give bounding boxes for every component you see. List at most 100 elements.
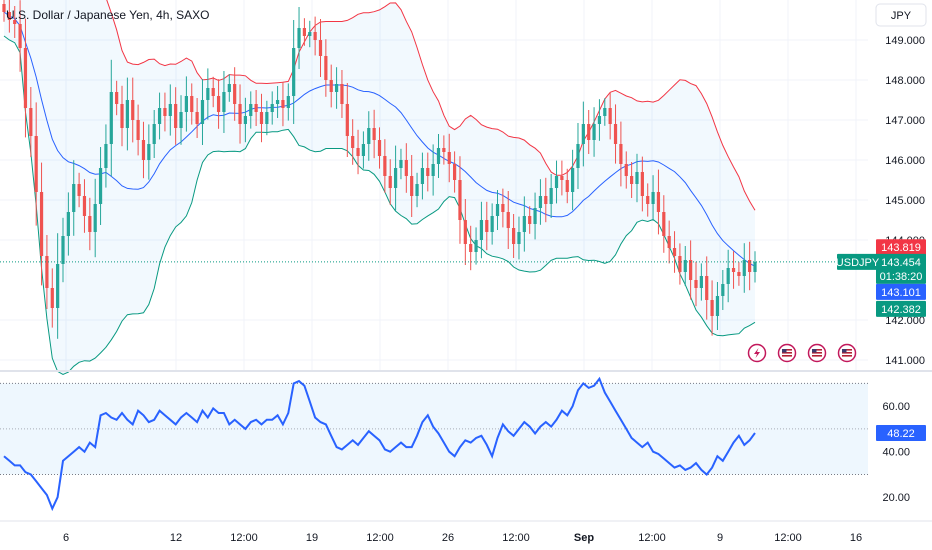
candle-body <box>23 48 28 108</box>
candle-body <box>109 92 113 144</box>
candle-body <box>554 176 559 188</box>
candle-body <box>125 100 129 128</box>
candle <box>93 178 97 258</box>
candle <box>227 74 231 102</box>
candle <box>115 80 119 116</box>
price-axis[interactable]: 149.000148.000147.000146.000145.000144.0… <box>885 35 925 367</box>
candle-body <box>34 136 38 192</box>
candle-body <box>179 112 183 128</box>
rsi-tick-label: 20.00 <box>882 492 910 504</box>
candle <box>490 203 494 245</box>
candle-body <box>7 12 11 20</box>
price-tick-label: 142.000 <box>885 315 925 327</box>
candle-body <box>635 172 639 184</box>
time-tick-label: 12:00 <box>774 532 802 544</box>
candle-body <box>72 184 76 212</box>
candle <box>753 251 757 283</box>
candle-body <box>324 56 328 80</box>
candle-body <box>624 164 628 176</box>
candle <box>345 83 349 157</box>
candle-body <box>452 164 457 180</box>
candle-body <box>571 168 575 192</box>
us-flag-icon[interactable] <box>807 343 827 363</box>
event-icons[interactable] <box>747 343 857 363</box>
candle <box>238 84 242 144</box>
us-flag-icon[interactable] <box>777 343 797 363</box>
candle-body <box>479 220 484 240</box>
candle-body <box>184 96 188 112</box>
candle <box>179 95 183 145</box>
candle-body <box>678 256 682 272</box>
candle-body <box>533 208 537 224</box>
candle-body <box>608 108 612 124</box>
candle <box>662 195 666 253</box>
last-price-text: 143.454 <box>881 257 921 269</box>
candle-body <box>29 108 33 136</box>
candle-body <box>141 140 146 160</box>
candle <box>259 93 264 143</box>
candle <box>275 86 280 118</box>
candle <box>72 160 76 236</box>
candle-body <box>351 136 355 148</box>
candle <box>383 139 387 193</box>
candle-body <box>2 4 6 12</box>
candle-body <box>297 28 301 48</box>
candle-body <box>13 20 17 24</box>
price-pane[interactable] <box>0 0 868 375</box>
candlestick-series <box>2 0 757 339</box>
candle <box>651 175 655 221</box>
candle <box>640 156 644 212</box>
candle <box>222 71 226 133</box>
rsi-axis[interactable]: 60.00 40.00 20.00 48.22 <box>876 401 926 504</box>
candle <box>549 174 553 218</box>
price-tick-label: 141.000 <box>885 355 925 367</box>
candle <box>619 121 623 187</box>
candle <box>88 197 92 251</box>
candle <box>517 216 521 260</box>
candle <box>109 59 113 177</box>
symbol-tag: USDJPY <box>836 253 880 270</box>
currency-button[interactable]: JPY <box>875 3 927 27</box>
time-axis[interactable]: 6 12 12:00 19 12:00 26 12:00 Sep 12:00 9 12:00 16 <box>63 532 862 544</box>
us-flag-icon[interactable] <box>837 343 857 363</box>
symbol-text: USDJPY <box>836 257 880 269</box>
time-tick-label: 16 <box>850 532 862 544</box>
candle-body <box>206 88 210 100</box>
time-tick-label: 6 <box>63 532 69 544</box>
candle <box>458 156 462 244</box>
candle-body <box>356 148 360 156</box>
candle <box>544 177 548 223</box>
candle-body <box>474 240 478 252</box>
candle <box>737 262 741 286</box>
lightning-icon[interactable] <box>747 343 767 363</box>
candle-body <box>302 28 307 36</box>
candle-body <box>447 152 451 164</box>
candle-body <box>18 24 22 48</box>
rsi-pane[interactable] <box>0 376 868 512</box>
candle <box>77 172 81 208</box>
candle-body <box>50 288 54 308</box>
candle-body <box>243 116 248 124</box>
candle-body <box>753 261 757 272</box>
candle <box>141 121 146 179</box>
candle-body <box>270 104 274 112</box>
candle-body <box>233 84 237 104</box>
candle <box>190 83 194 125</box>
time-tick-label: 12:00 <box>502 532 530 544</box>
candle-body <box>721 284 725 296</box>
price-grid <box>0 0 868 370</box>
candle-body <box>436 148 441 164</box>
candle <box>404 143 408 193</box>
candle <box>436 134 441 178</box>
candle <box>184 76 188 132</box>
candle-body <box>485 220 489 232</box>
candle <box>243 97 248 143</box>
candle-body <box>651 192 655 204</box>
bollinger-lower-line <box>3 35 756 375</box>
candle <box>522 196 526 252</box>
candle-body <box>404 160 408 176</box>
candle <box>61 217 65 283</box>
candle <box>356 129 360 175</box>
candle-body <box>393 168 398 188</box>
